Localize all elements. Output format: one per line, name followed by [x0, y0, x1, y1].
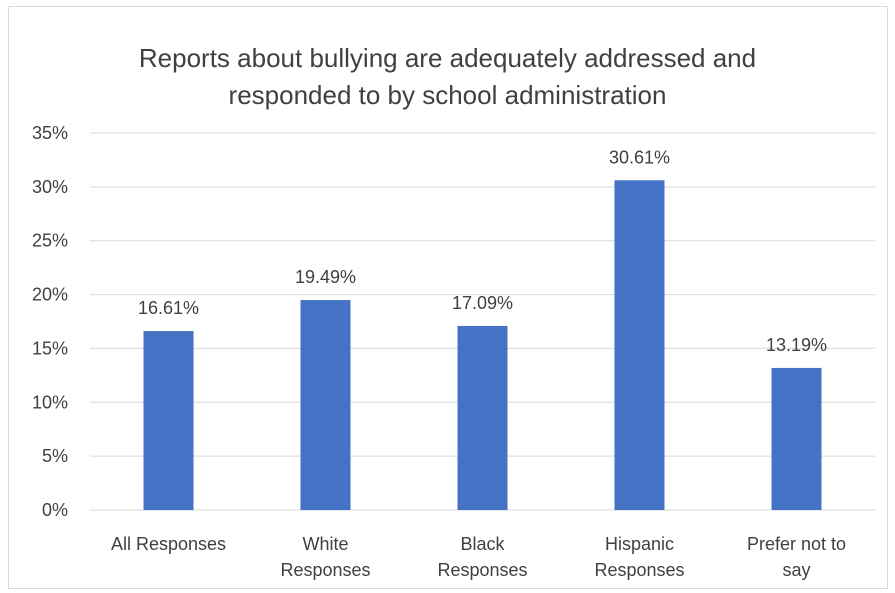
chart-title-line-2: responded to by school administration: [228, 80, 667, 110]
y-tick-label-1: 5%: [42, 446, 68, 466]
y-tick-label-2: 10%: [32, 392, 68, 412]
y-tick-label-4: 20%: [32, 285, 68, 305]
bar-3: [614, 180, 665, 511]
x-tick-label-2-0: Black: [460, 534, 505, 554]
bar-0: [143, 331, 194, 510]
bar-4: [771, 367, 822, 510]
x-tick-label-1-0: White: [302, 534, 348, 554]
y-tick-label-5: 25%: [32, 231, 68, 251]
bar-1: [300, 300, 351, 510]
data-label-3: 30.61%: [609, 147, 670, 167]
data-label-0: 16.61%: [138, 298, 199, 318]
x-tick-label-4-0: Prefer not to: [747, 534, 846, 554]
data-label-2: 17.09%: [452, 293, 513, 313]
y-tick-label-6: 30%: [32, 177, 68, 197]
x-tick-label-2-1: Responses: [437, 560, 527, 580]
y-tick-label-0: 0%: [42, 500, 68, 520]
data-label-1: 19.49%: [295, 267, 356, 287]
chart-title: Reports about bullying are adequately ad…: [0, 40, 895, 114]
x-tick-label-3-1: Responses: [594, 560, 684, 580]
x-tick-label-1-1: Responses: [280, 560, 370, 580]
chart-title-line-1: Reports about bullying are adequately ad…: [138, 43, 757, 73]
x-tick-label-3-0: Hispanic: [605, 534, 674, 554]
bar-2: [457, 325, 508, 510]
x-tick-label-4-1: say: [782, 560, 810, 580]
y-tick-label-3: 15%: [32, 338, 68, 358]
y-tick-label-7: 35%: [32, 123, 68, 143]
data-label-4: 13.19%: [766, 335, 827, 355]
x-tick-label-0-0: All Responses: [111, 534, 226, 554]
